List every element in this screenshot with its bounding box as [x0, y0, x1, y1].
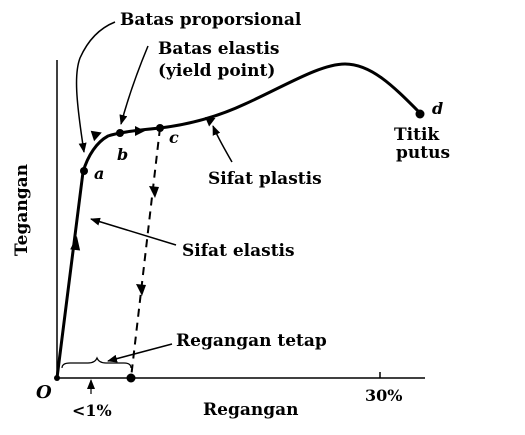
tick-label-30-percent: 30%: [365, 386, 403, 405]
plastic-arrow: [205, 117, 216, 127]
unloading-arrow-lower: [136, 284, 146, 296]
point-c-label: c: [169, 128, 179, 147]
point-d-marker: [415, 109, 425, 119]
unloading-arrow-upper: [149, 186, 159, 198]
permanent-strain-brace: [61, 356, 132, 369]
elastic-leader: [90, 217, 177, 246]
permanent-strain-leader: [107, 343, 173, 363]
x-axis-label: Regangan: [203, 400, 299, 420]
permanent-strain-marker: [126, 373, 136, 383]
y-axis-label: Tegangan: [12, 163, 32, 257]
segment-arrow-ab: [90, 130, 102, 142]
breaking-point-label-line2: putus: [396, 143, 451, 163]
point-origin-marker: [54, 375, 60, 381]
point-c-marker: [156, 124, 164, 132]
elastic-arrow: [70, 236, 81, 251]
origin-label: O: [36, 382, 52, 403]
elastic-label: Sifat elastis: [182, 241, 295, 261]
point-b-marker: [116, 129, 124, 137]
elastic-limit-label: Batas elastis: [158, 39, 280, 59]
point-b-label: b: [117, 145, 129, 164]
point-a-marker: [80, 167, 88, 175]
point-a-label: a: [94, 164, 105, 183]
plastic-label: Sifat plastis: [208, 169, 322, 189]
yield-point-label: (yield point): [158, 61, 276, 81]
proportional-limit-leader: [75, 21, 116, 153]
plastic-leader: [212, 125, 233, 163]
proportional-limit-label: Batas proporsional: [120, 10, 302, 30]
point-d-label: d: [432, 99, 444, 118]
stress-strain-curve: [55, 62, 422, 379]
permanent-strain-label: Regangan tetap: [176, 331, 327, 351]
breaking-point-label-line1: Titik: [394, 125, 440, 145]
segment-arrow-bc: [135, 126, 145, 136]
tick-label-small: <1%: [72, 401, 112, 420]
unloading-line: [130, 127, 161, 379]
elastic-limit-leader: [119, 45, 149, 125]
